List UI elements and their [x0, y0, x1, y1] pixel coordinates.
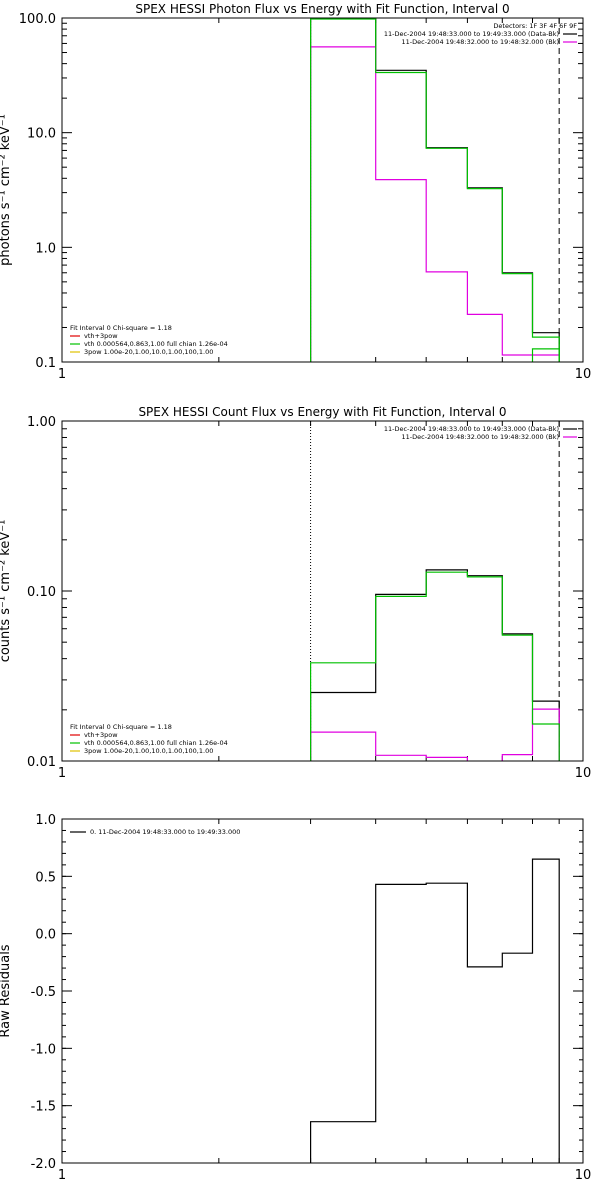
- chart-panel-1: SPEX HESSI Photon Flux vs Energy with Fi…: [0, 2, 591, 382]
- legend-entry-label: 11-Dec-2004 19:48:33.000 to 19:49:33.000…: [384, 30, 559, 38]
- y-axis-label: photons s⁻¹ cm⁻² keV⁻¹: [0, 114, 13, 266]
- y-tick-label: -1.5: [31, 1100, 56, 1115]
- y-tick-label: 100.0: [19, 12, 56, 27]
- y-tick-label: 0.01: [27, 755, 56, 770]
- y-tick-label: 10.0: [27, 127, 56, 142]
- y-tick-label: 0.0: [35, 928, 56, 943]
- chart-panel-3: Raw Residuals 1 10 -2.0 -1.5 -1.0 -0.5 0.0 0.5 1.…: [0, 813, 591, 1183]
- chart-panel-2: SPEX HESSI Count Flux vs Energy with Fit…: [0, 405, 591, 781]
- y-tick-label: 0.1: [35, 356, 56, 371]
- x-tick-label: 1: [58, 766, 66, 781]
- series-1-step-line: [310, 858, 560, 1163]
- legend-entry-label: 11-Dec-2004 19:48:32.000 to 19:48:32.000…: [402, 38, 560, 46]
- legend-header: Detectors: 1F 3F 4F 6F 9F: [493, 22, 577, 30]
- x-tick-label: 10: [575, 766, 592, 781]
- fit-legend-label: vth+3pow: [84, 731, 118, 739]
- series-4-step-line: [531, 348, 560, 362]
- fit-legend-label: vth+3pow: [84, 332, 118, 340]
- x-tick-label: 10: [575, 1168, 592, 1183]
- plot-data: [310, 858, 560, 1163]
- y-tick-label: -2.0: [31, 1157, 56, 1172]
- x-tick-label: 1: [58, 1168, 66, 1183]
- fit-legend-label: vth 0.000564,0.863,1.00 full chian 1.26e…: [84, 739, 228, 747]
- fit-legend-label: 3pow 1.00e-20,1.00,10.0,1.00,100,1.00: [84, 747, 213, 755]
- y-axis-label: counts s⁻¹ cm⁻² keV⁻¹: [0, 520, 13, 663]
- legend-entry-label: 0. 11-Dec-2004 19:48:33.000 to 19:49:33.…: [90, 828, 240, 836]
- plot-frame: [61, 17, 584, 363]
- x-tick-label: 10: [575, 367, 592, 382]
- y-axis-label: Raw Residuals: [0, 944, 13, 1037]
- y-tick-label: 1.00: [27, 415, 56, 430]
- chart-title: SPEX HESSI Photon Flux vs Energy with Fi…: [135, 2, 509, 16]
- fit-legend-header: Fit Interval 0 Chi-square = 1.18: [70, 324, 172, 332]
- y-tick-label: 1.0: [35, 813, 56, 828]
- fit-legend-label: 3pow 1.00e-20,1.00,10.0,1.00,100,1.00: [84, 348, 213, 356]
- y-tick-label: -0.5: [31, 985, 56, 1000]
- plot-data: [310, 421, 560, 761]
- series-3-step-line: [310, 18, 560, 362]
- series-3-step-line: [310, 571, 560, 761]
- y-tick-label: 1.0: [35, 241, 56, 256]
- plot-frame: [61, 818, 584, 1164]
- chart-title: SPEX HESSI Count Flux vs Energy with Fit…: [138, 405, 506, 419]
- y-tick-label: -1.0: [31, 1042, 56, 1057]
- y-tick-label: 0.5: [35, 870, 56, 885]
- x-tick-label: 1: [58, 367, 66, 382]
- fit-legend-header: Fit Interval 0 Chi-square = 1.18: [70, 723, 172, 731]
- fit-legend-label: vth 0.000564,0.863,1.00 full chian 1.26e…: [84, 340, 228, 348]
- plot-frame: [61, 420, 584, 762]
- legend-entry-label: 11-Dec-2004 19:48:33.000 to 19:49:33.000…: [384, 425, 559, 433]
- legend-entry-label: 11-Dec-2004 19:48:32.000 to 19:48:32.000…: [402, 433, 560, 441]
- y-tick-label: 0.10: [27, 585, 56, 600]
- plot-data: [310, 18, 560, 362]
